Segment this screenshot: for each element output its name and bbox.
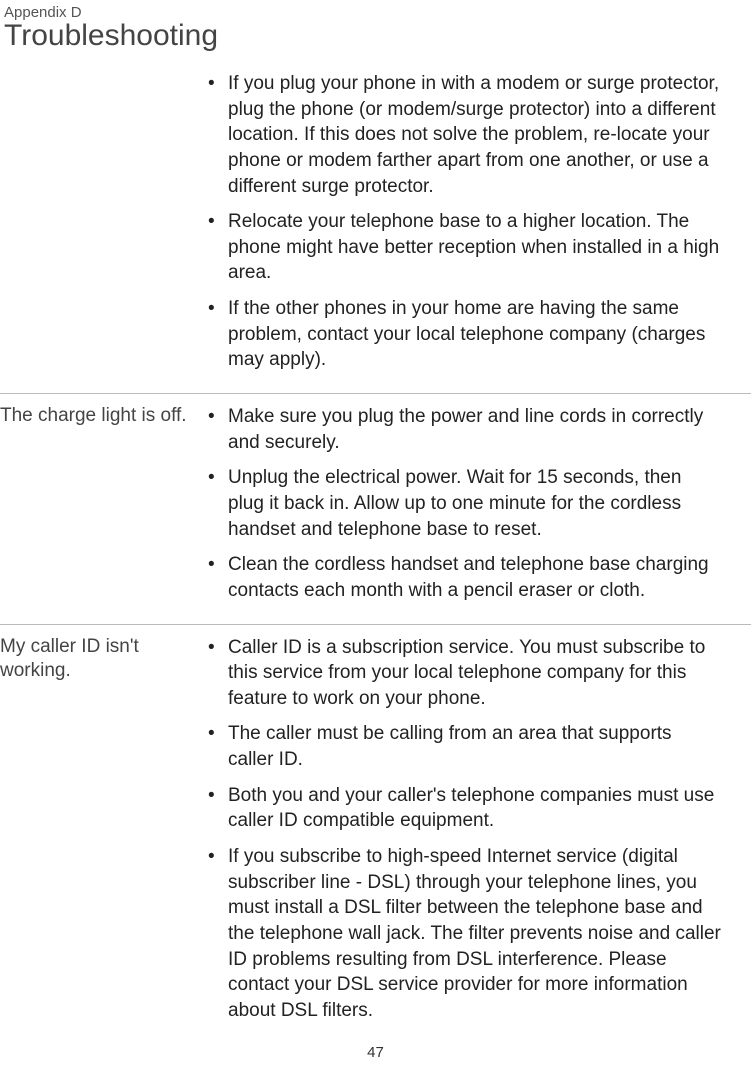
page-title: Troubleshooting: [4, 19, 751, 53]
problem-label: [0, 71, 202, 383]
solution-item: The caller must be calling from an area …: [228, 721, 721, 772]
solution-item: Clean the cordless handset and telephone…: [228, 552, 721, 603]
troubleshoot-section: My caller ID isn't working. Caller ID is…: [0, 624, 751, 1034]
page: Appendix D Troubleshooting If you plug y…: [0, 0, 751, 1067]
solution-item: If you plug your phone in with a modem o…: [228, 71, 721, 199]
solution-item: If you subscribe to high-speed Internet …: [228, 844, 721, 1023]
problem-label: My caller ID isn't working.: [0, 635, 202, 1034]
problem-label: The charge light is off.: [0, 404, 202, 613]
solution-item: If the other phones in your home are hav…: [228, 296, 721, 373]
page-header: Appendix D Troubleshooting: [0, 0, 751, 53]
solution-item: Relocate your telephone base to a higher…: [228, 209, 721, 286]
solution-item: Unplug the electrical power. Wait for 15…: [228, 465, 721, 542]
solution-list: Make sure you plug the power and line co…: [202, 404, 751, 613]
solution-list: If you plug your phone in with a modem o…: [202, 71, 751, 383]
solution-item: Make sure you plug the power and line co…: [228, 404, 721, 455]
solution-item: Caller ID is a subscription service. You…: [228, 635, 721, 712]
troubleshoot-section: If you plug your phone in with a modem o…: [0, 71, 751, 383]
solution-list: Caller ID is a subscription service. You…: [202, 635, 751, 1034]
page-number: 47: [0, 1034, 751, 1067]
solution-item: Both you and your caller's telephone com…: [228, 783, 721, 834]
troubleshoot-section: The charge light is off. Make sure you p…: [0, 393, 751, 613]
